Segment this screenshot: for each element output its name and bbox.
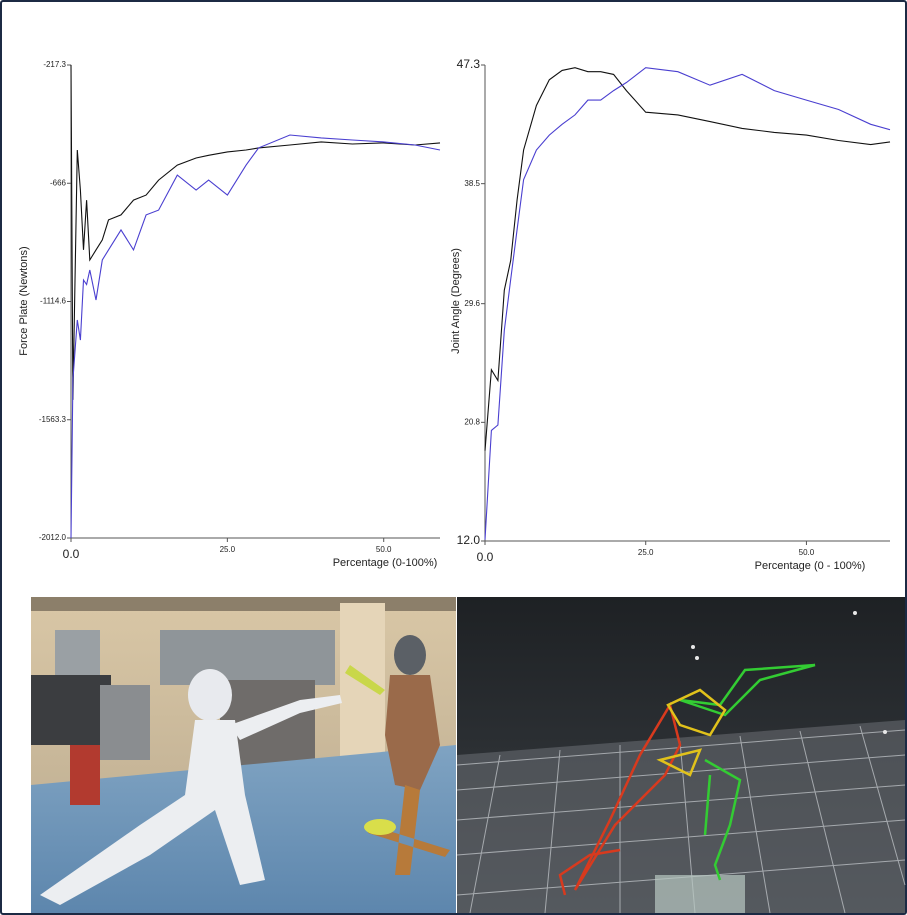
- y-tick-label: 47.3: [457, 57, 481, 71]
- data-line: [71, 135, 440, 538]
- data-line: [485, 68, 890, 451]
- y-tick-label: 38.5: [464, 179, 480, 188]
- y-axis-title: Force Plate (Newtons): [18, 246, 30, 355]
- x-tick-label: 0.0: [477, 550, 494, 564]
- data-line: [71, 65, 440, 400]
- y-tick-label: -217.3: [43, 60, 66, 69]
- y-tick-label: 20.8: [464, 417, 480, 426]
- x-tick-label: 50.0: [376, 545, 392, 554]
- x-tick-label: 25.0: [638, 548, 654, 557]
- y-tick-label: -1563.3: [39, 415, 67, 424]
- charts: -217.3 -666 -1114.6 -1563.3 -2012.0 0.0 25.0 50…: [0, 0, 907, 592]
- y-tick-label: 29.6: [464, 299, 480, 308]
- photos: [0, 595, 907, 913]
- y-tick-label: -2012.0: [39, 533, 67, 542]
- x-tick-label: 0.0: [63, 547, 80, 561]
- x-tick-label: 50.0: [799, 548, 815, 557]
- skeleton-render: [457, 597, 905, 913]
- y-tick-label: -666: [50, 178, 67, 187]
- y-tick-label: 12.0: [457, 533, 481, 547]
- y-axis-title: Joint Angle (Degrees): [450, 248, 462, 354]
- fencing-photo: [31, 597, 456, 913]
- y-tick-label: -1114.6: [40, 297, 66, 306]
- x-axis-title: Percentage (0 - 100%): [755, 560, 866, 572]
- x-axis-title: Percentage (0-100%): [333, 557, 438, 569]
- x-tick-label: 25.0: [220, 545, 236, 554]
